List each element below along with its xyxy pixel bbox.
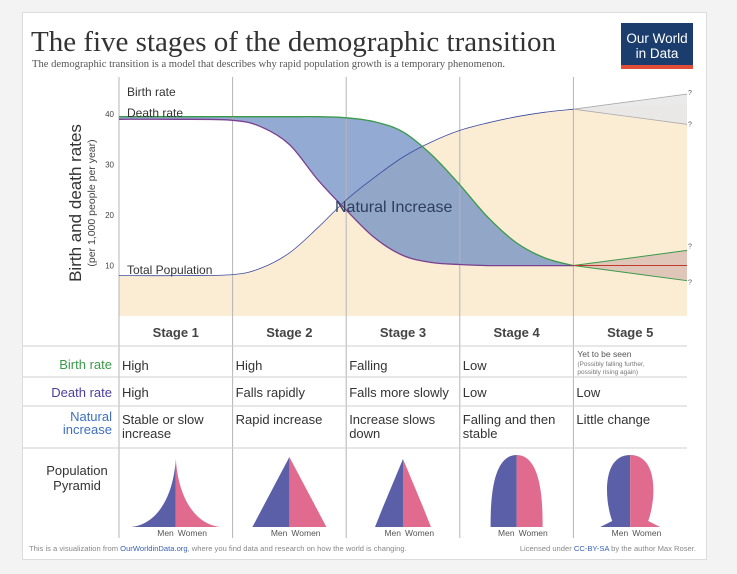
pyramid-women-half — [175, 459, 221, 527]
footer-license-link[interactable]: CC-BY-SA — [574, 544, 611, 553]
pyramid-women-label: Women — [519, 528, 548, 538]
cell-natural-increase: Stable or slow — [122, 412, 204, 427]
pyramid-men-label: Men — [498, 528, 515, 538]
footer-right: Licensed under CC-BY-SA by the author Ma… — [520, 544, 696, 553]
row-label-natural-increase: increase — [63, 422, 112, 437]
death-rate-line — [118, 118, 574, 267]
cell-natural-increase: stable — [463, 426, 498, 441]
cell-natural-increase: Rapid increase — [236, 412, 323, 427]
chart-card: The five stages of the demographic trans… — [22, 12, 707, 560]
cell-natural-increase: Falling and then — [463, 412, 556, 427]
population-pyramid: Men Women — [490, 455, 548, 538]
pyramid-men-label: Men — [384, 528, 401, 538]
cell-death-rate: Falls more slowly — [349, 385, 449, 400]
uncertainty-question-mark: ? — [688, 121, 692, 128]
footer-left: This is a visualization from OurWorldinD… — [29, 544, 407, 553]
cell-natural-increase: increase — [122, 426, 171, 441]
cell-birth-rate-note: (Possibly falling further, possibly risin… — [577, 361, 644, 376]
uncertainty-question-mark: ? — [688, 90, 692, 97]
cell-death-rate: Falls rapidly — [236, 385, 306, 400]
birth-rate-line-stage5-up — [573, 249, 688, 267]
row-label-population-pyramid: Population — [46, 463, 107, 478]
pyramid-women-label: Women — [632, 528, 661, 538]
our-world-in-data-logo[interactable]: Our World in Data — [621, 23, 693, 69]
stage-header: Stage 1 — [153, 325, 199, 340]
pyramid-men-label: Men — [612, 528, 629, 538]
total-population-label: Total Population — [127, 263, 212, 277]
y-tick-label: 30 — [105, 161, 114, 170]
pyramid-men-label: Men — [271, 528, 288, 538]
stage-header: Stage 3 — [380, 325, 426, 340]
pyramid-men-half — [252, 457, 290, 527]
series-lines — [118, 93, 688, 282]
chart-subtitle: The demographic transition is a model th… — [32, 59, 505, 70]
pyramid-men-half — [130, 459, 176, 527]
annotations: Birth rate Death rate Natural Increase Tota… — [127, 85, 692, 287]
uncertainty-question-mark: ? — [688, 280, 692, 287]
cell-death-rate: Low — [463, 385, 487, 400]
y-tick-label: 10 — [105, 262, 114, 271]
birth-rate-label: Birth rate — [127, 85, 176, 99]
cell-natural-increase: Increase slows — [349, 412, 435, 427]
death-rate-label: Death rate — [127, 106, 183, 120]
pyramid-women-label: Women — [178, 528, 207, 538]
pyramid-men-half — [600, 455, 631, 527]
row-label-natural-increase: Natural — [70, 409, 112, 424]
pyramid-women-label: Women — [291, 528, 320, 538]
cell-birth-rate: High — [236, 358, 263, 373]
cell-birth-rate: Low — [463, 358, 487, 373]
total-population-line — [118, 108, 574, 277]
pyramid-women-half — [289, 457, 327, 527]
note-line: possibly rising again) — [577, 369, 638, 376]
population-pyramid: Men Women — [252, 457, 327, 538]
demographic-transition-chart: The five stages of the demographic trans… — [23, 23, 696, 553]
pyramid-men-half — [375, 459, 403, 527]
birth-rate-line — [119, 116, 574, 267]
pyramid-men-half — [490, 455, 517, 527]
cell-birth-rate: Falling — [349, 358, 387, 373]
note-line: (Possibly falling further, — [577, 361, 644, 368]
y-axis-sublabel: (per 1,000 people per year) — [86, 139, 98, 266]
row-label-population-pyramid: Pyramid — [53, 478, 101, 493]
cell-birth-rate: Yet to be seen — [577, 349, 631, 359]
population-uncertainty-area — [573, 94, 687, 125]
cell-birth-rate: High — [122, 358, 149, 373]
stage-header: Stage 2 — [266, 325, 312, 340]
pyramid-men-label: Men — [157, 528, 174, 538]
birth-rate-line-stage5-down — [573, 265, 688, 282]
y-axis-label: Birth and death rates — [66, 124, 85, 282]
row-label-death-rate: Death rate — [51, 385, 112, 400]
stage-header: Stage 5 — [607, 325, 653, 340]
stage-dividers — [118, 77, 574, 538]
y-tick-label: 20 — [105, 211, 114, 220]
cell-natural-increase: Little change — [576, 412, 650, 427]
logo-line1: Our World — [626, 31, 687, 46]
cell-natural-increase: down — [349, 426, 380, 441]
pyramid-women-half — [516, 455, 543, 527]
stage-header: Stage 4 — [493, 325, 540, 340]
population-line-stage5-up — [573, 93, 688, 110]
footer-owid-link[interactable]: OurWorldinData.org — [120, 544, 187, 553]
chart-title: The five stages of the demographic trans… — [31, 26, 557, 58]
logo-line2: in Data — [636, 46, 679, 61]
natural-increase-label: Natural Increase — [335, 199, 452, 216]
cell-death-rate: Low — [576, 385, 600, 400]
cell-death-rate: High — [122, 385, 149, 400]
uncertainty-question-mark: ? — [688, 243, 692, 250]
population-pyramid: Men Women — [600, 455, 662, 538]
population-line-stage5-down — [573, 108, 688, 125]
pyramid-women-label: Women — [405, 528, 434, 538]
pyramid-women-half — [403, 459, 431, 527]
y-tick-label: 40 — [105, 110, 114, 119]
stage-table: Stage 1 Stage 2 Stage 3 Stage 4 Stage 5 Birth… — [23, 325, 687, 538]
pyramid-women-half — [630, 455, 661, 527]
population-pyramid: Men Women — [130, 459, 221, 538]
population-pyramid: Men Women — [375, 459, 434, 538]
y-axis-ticks: 10 20 30 40 — [105, 110, 114, 270]
row-label-birth-rate: Birth rate — [59, 357, 112, 372]
